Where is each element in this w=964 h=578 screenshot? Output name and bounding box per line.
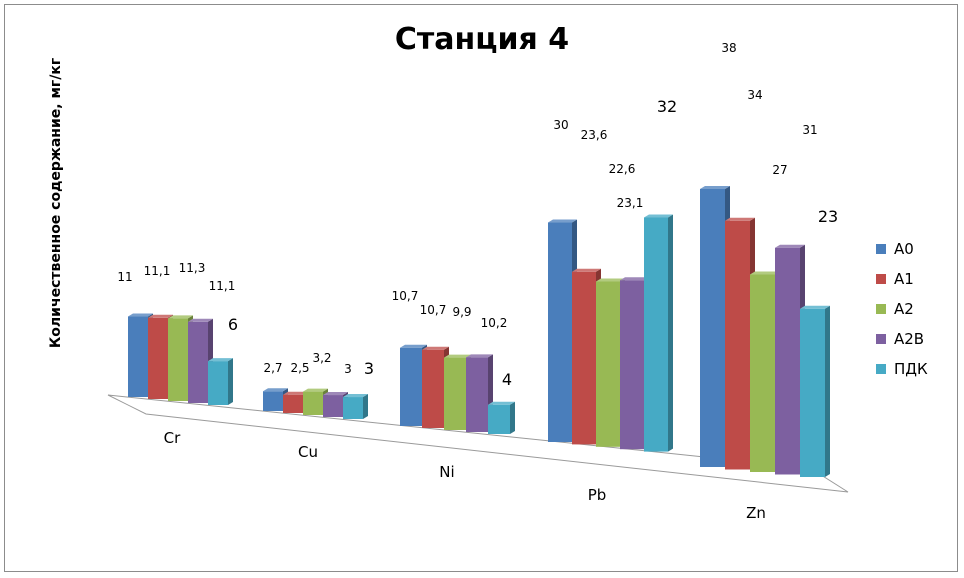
category-label-pb: Pb	[588, 486, 607, 504]
legend-item-a2: A2	[876, 294, 928, 324]
data-label-cr-a2b: 11,1	[209, 279, 236, 293]
legend: A0 A1 A2 A2B ПДК	[876, 234, 928, 384]
bar-ni-пдк	[488, 401, 515, 434]
bar-cu-пдк	[343, 394, 368, 419]
bar-pb-пдк	[644, 214, 673, 452]
legend-label: A0	[894, 240, 914, 258]
data-label-cu-a1: 2,5	[290, 361, 309, 375]
legend-item-пдк: ПДК	[876, 354, 928, 384]
data-label-cr-пдк: 6	[228, 315, 238, 334]
category-label-zn: Zn	[746, 504, 766, 522]
data-label-zn-a2: 27	[772, 163, 787, 177]
data-label-cr-a2: 11,3	[179, 261, 206, 275]
data-label-ni-a0: 10,7	[392, 289, 419, 303]
data-label-zn-a1: 34	[747, 88, 762, 102]
data-label-pb-a2b: 23,1	[617, 196, 644, 210]
category-label-ni: Ni	[439, 463, 454, 481]
data-label-pb-пдк: 32	[657, 97, 677, 116]
data-label-ni-a2: 9,9	[452, 305, 471, 319]
legend-label: ПДК	[894, 360, 928, 378]
data-label-ni-a1: 10,7	[420, 303, 447, 317]
legend-swatch	[876, 334, 886, 344]
legend-swatch	[876, 364, 886, 374]
data-label-pb-a0: 30	[553, 118, 568, 132]
legend-swatch	[876, 244, 886, 254]
data-label-pb-a1: 23,6	[581, 128, 608, 142]
data-label-cu-пдк: 3	[364, 359, 374, 378]
category-label-cu: Cu	[298, 443, 318, 461]
data-label-zn-пдк: 23	[818, 207, 838, 226]
legend-swatch	[876, 274, 886, 284]
bar-cr-пдк	[208, 358, 233, 405]
data-label-cu-a0: 2,7	[263, 361, 282, 375]
category-label-cr: Cr	[164, 429, 181, 447]
data-label-pb-a2: 22,6	[609, 162, 636, 176]
data-label-cu-a2b: 3	[344, 362, 352, 376]
legend-label: A2	[894, 300, 914, 318]
data-label-ni-a2b: 10,2	[481, 316, 508, 330]
legend-item-a2b: A2B	[876, 324, 928, 354]
data-label-cu-a2: 3,2	[312, 351, 331, 365]
data-label-zn-a0: 38	[721, 41, 736, 55]
data-label-cr-a1: 11,1	[144, 264, 171, 278]
legend-item-a0: A0	[876, 234, 928, 264]
chart-title: Станция 4	[394, 22, 570, 57]
legend-label: A2B	[894, 330, 925, 348]
bar-zn-пдк	[800, 305, 830, 477]
legend-swatch	[876, 304, 886, 314]
data-label-cr-a0: 11	[117, 270, 132, 284]
data-label-ni-пдк: 4	[502, 370, 512, 389]
legend-label: A1	[894, 270, 914, 288]
data-label-zn-a2b: 31	[802, 123, 817, 137]
legend-item-a1: A1	[876, 264, 928, 294]
